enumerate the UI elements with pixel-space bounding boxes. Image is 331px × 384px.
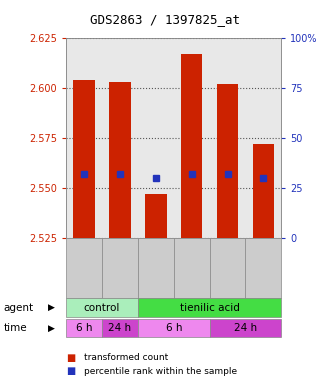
Text: transformed count: transformed count xyxy=(84,353,169,362)
Text: ■: ■ xyxy=(66,366,75,376)
Text: 6 h: 6 h xyxy=(76,323,92,333)
Text: 24 h: 24 h xyxy=(234,323,257,333)
Text: ▶: ▶ xyxy=(48,323,55,333)
Text: agent: agent xyxy=(3,303,33,313)
Text: ▶: ▶ xyxy=(48,303,55,312)
Bar xyxy=(145,194,166,238)
Bar xyxy=(109,82,131,238)
Text: time: time xyxy=(3,323,27,333)
Text: GDS2863 / 1397825_at: GDS2863 / 1397825_at xyxy=(90,13,241,26)
Bar xyxy=(253,144,274,238)
Text: control: control xyxy=(84,303,120,313)
Text: percentile rank within the sample: percentile rank within the sample xyxy=(84,367,238,376)
Bar xyxy=(181,55,203,238)
Text: 6 h: 6 h xyxy=(166,323,182,333)
Text: tienilic acid: tienilic acid xyxy=(180,303,240,313)
Text: ■: ■ xyxy=(66,353,75,363)
Bar xyxy=(73,80,95,238)
Bar xyxy=(217,84,238,238)
Text: 24 h: 24 h xyxy=(109,323,131,333)
